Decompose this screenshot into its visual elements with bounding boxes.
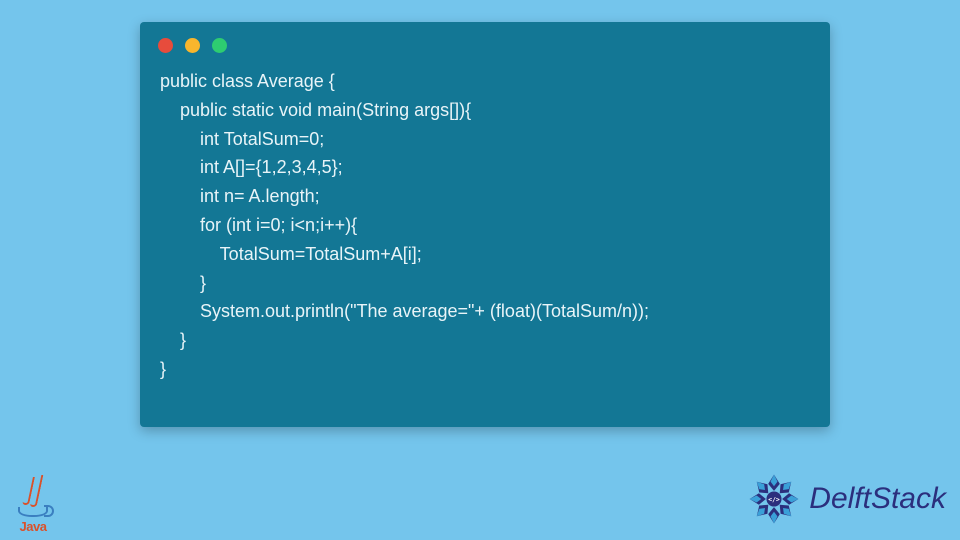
window-control-dots: [140, 22, 830, 61]
delftstack-label: DelftStack: [809, 482, 946, 516]
minimize-dot-icon: [185, 38, 200, 53]
code-block: public class Average { public static voi…: [140, 61, 830, 398]
maximize-dot-icon: [212, 38, 227, 53]
delftstack-flower-icon: </>: [745, 470, 803, 528]
svg-text:</>: </>: [769, 495, 781, 503]
java-logo-label: Java: [20, 519, 47, 534]
code-window: public class Average { public static voi…: [140, 22, 830, 427]
java-cup-icon: [18, 507, 48, 517]
delftstack-logo: </> DelftStack: [745, 470, 946, 528]
java-logo-icon: Java: [8, 466, 58, 534]
close-dot-icon: [158, 38, 173, 53]
java-steam-icon: [21, 475, 45, 509]
